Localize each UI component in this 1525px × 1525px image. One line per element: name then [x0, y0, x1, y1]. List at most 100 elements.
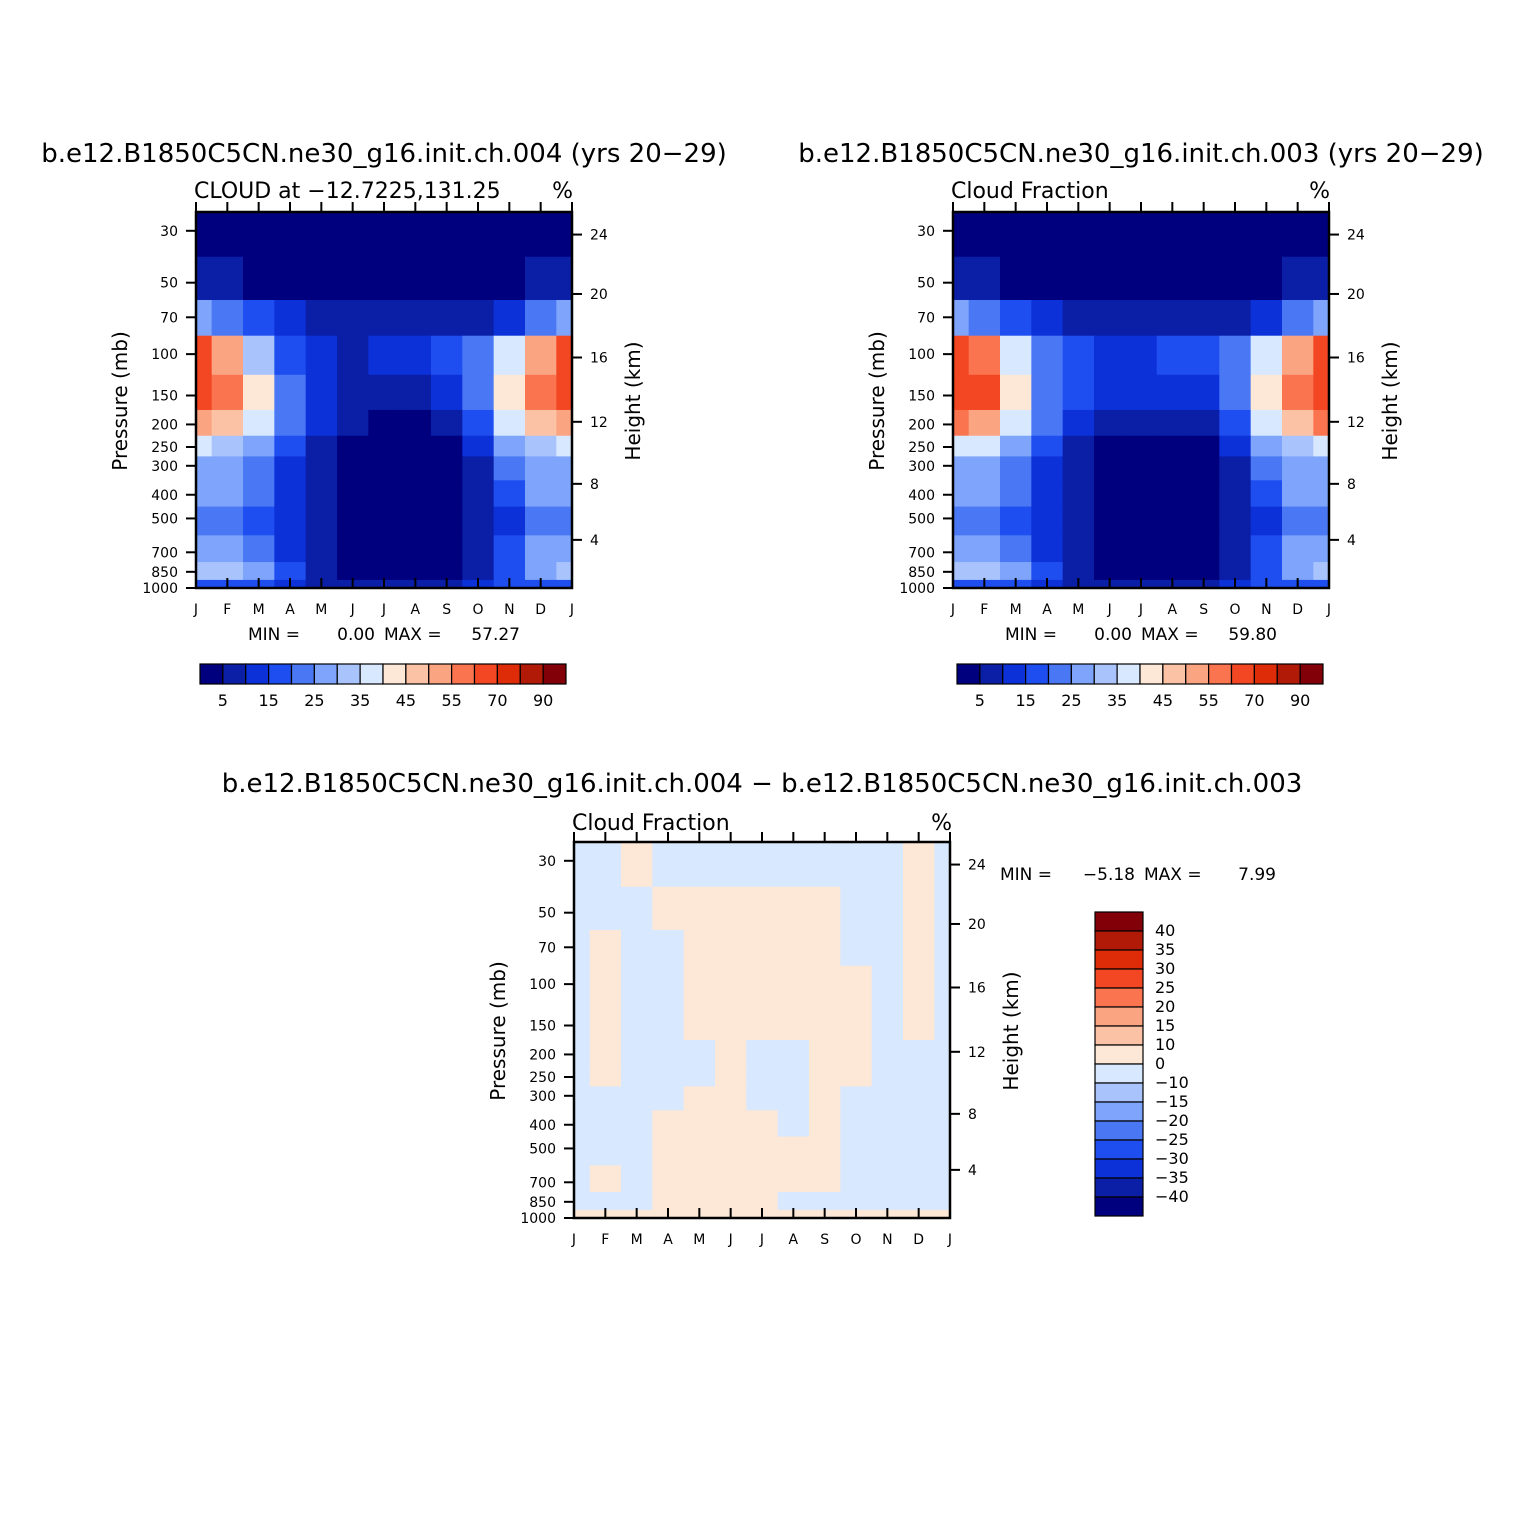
x-tick-label: F [980, 602, 988, 618]
contour-cell [337, 562, 369, 581]
x-tick-label: J [571, 1232, 576, 1248]
contour-cell [1031, 435, 1064, 457]
contour-cell [1156, 456, 1189, 481]
contour-cell [431, 435, 463, 457]
y-tick-label: 150 [529, 1018, 556, 1034]
x-tick-label: A [789, 1232, 799, 1248]
contour-cell [1313, 256, 1330, 301]
contour-cell [493, 456, 526, 481]
contour-cell [1125, 435, 1158, 457]
contour-cell [493, 212, 526, 258]
contour-cell [1000, 256, 1032, 301]
contour-cell [196, 456, 213, 481]
y-tick-label: 50 [917, 276, 935, 292]
colorbar-swatch [1094, 1006, 1144, 1027]
contour-cell [1062, 256, 1095, 301]
contour-cell [574, 1165, 591, 1193]
contour-cell [903, 1004, 935, 1041]
contour-cell [305, 535, 338, 563]
y-tick-label: 50 [160, 276, 178, 292]
colorbar-swatch [519, 663, 544, 685]
contour-cell [683, 1004, 716, 1041]
contour-cell [1094, 435, 1126, 457]
contour-cell [431, 506, 463, 536]
y-right-tick-label: 12 [968, 1045, 986, 1061]
contour-cell [493, 299, 526, 337]
contour-cell [903, 1065, 935, 1087]
colorbar-swatch [1094, 1082, 1144, 1103]
contour-cell [493, 535, 526, 563]
contour-cell [556, 212, 573, 258]
contour-cell [1094, 409, 1126, 437]
contour-cell [399, 480, 432, 508]
contour-cell [211, 256, 244, 301]
contour-cell [1156, 562, 1189, 581]
colorbar-label: 35 [1107, 691, 1127, 710]
contour-cell [934, 842, 951, 888]
contour-cell [399, 456, 432, 481]
contour-cell [431, 299, 463, 337]
x-tick-label: S [442, 602, 451, 618]
contour-cell [1062, 374, 1095, 411]
colorbar-swatch [542, 663, 567, 685]
contour-cell [1282, 212, 1314, 258]
colorbar-swatch [1094, 1177, 1144, 1198]
contour-cell [1156, 374, 1189, 411]
x-tick-label: O [850, 1232, 861, 1248]
contour-cell [934, 1192, 951, 1211]
contour-cell [1094, 456, 1126, 481]
contour-cell [1282, 335, 1314, 376]
contour-cell [525, 506, 557, 536]
contour-cell [840, 929, 873, 967]
contour-cell [903, 1192, 935, 1211]
contour-cell [840, 1136, 873, 1166]
contour-cell [196, 480, 213, 508]
contour-cell [1000, 409, 1032, 437]
colorbar-label: 55 [441, 691, 461, 710]
colorbar-swatch [1185, 663, 1210, 685]
y-tick-label: 30 [160, 224, 178, 240]
colorbar-swatch [956, 663, 981, 685]
contour-cell [431, 409, 463, 437]
contour-cell [840, 1110, 873, 1138]
contour-cell [556, 335, 573, 376]
contour-cell [777, 1086, 810, 1111]
contour-cell [399, 409, 432, 437]
y-tick-label: 250 [151, 440, 178, 456]
contour-cell [1219, 409, 1252, 437]
contour-cell [337, 535, 369, 563]
contour-cell [746, 965, 779, 1006]
colorbar-swatch [1094, 1101, 1144, 1122]
panel-1-units: % [552, 179, 573, 204]
contour-cell [368, 456, 401, 481]
contour-cell [1125, 506, 1158, 536]
y-right-tick-label: 4 [968, 1163, 977, 1179]
contour-cell [462, 212, 495, 258]
x-tick-label: A [663, 1232, 673, 1248]
contour-cell [1125, 374, 1158, 411]
panel-3-y-label-right: Height (km) [999, 971, 1023, 1090]
contour-cell [968, 480, 1001, 508]
contour-cell [715, 1136, 747, 1166]
colorbar-label: −25 [1155, 1130, 1189, 1149]
contour-cell [968, 506, 1001, 536]
panel-2-subtitle: Cloud Fraction [951, 179, 1109, 204]
y-tick-label: 850 [908, 565, 935, 581]
contour-cell [953, 212, 970, 258]
y-tick-label: 400 [151, 488, 178, 504]
contour-cell [871, 886, 904, 931]
contour-cell [1188, 374, 1220, 411]
colorbar-swatch [1094, 968, 1144, 989]
contour-cell [903, 1110, 935, 1138]
contour-cell [1219, 535, 1252, 563]
contour-cell [1188, 212, 1220, 258]
contour-cell [1062, 506, 1095, 536]
colorbar-swatch [1094, 930, 1144, 951]
x-tick-label: N [1261, 602, 1271, 618]
contour-cell [1062, 335, 1095, 376]
contour-cell [337, 435, 369, 457]
contour-cell [399, 506, 432, 536]
contour-cell [574, 1209, 591, 1219]
contour-cell [777, 1110, 810, 1138]
contour-cell [1031, 506, 1064, 536]
